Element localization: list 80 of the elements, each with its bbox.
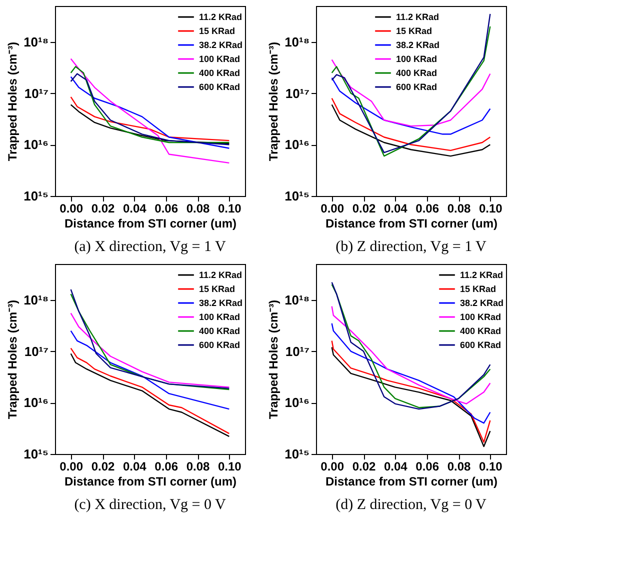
x-axis-title: Distance from STI corner (um) — [64, 216, 237, 230]
x-tick-label: 0.10 — [478, 460, 503, 474]
legend-label: 11.2 KRad — [396, 12, 440, 22]
y-axis-title: Trapped Holes (cm⁻³) — [266, 42, 281, 162]
x-axis-title: Distance from STI corner (um) — [64, 474, 237, 488]
legend-label: 100 KRad — [396, 54, 438, 64]
x-tick-label: 0.04 — [122, 460, 147, 474]
y-tick-label: 10¹⁷ — [24, 86, 48, 101]
legend-label: 15 KRad — [199, 284, 236, 294]
text: (d) Z direction, Vg = 0 V — [336, 497, 487, 513]
y-tick-label: 10¹⁵ — [24, 188, 48, 204]
x-tick-label: 0.08 — [186, 202, 210, 216]
y-tick-label: 10¹⁶ — [284, 137, 310, 152]
y-tick-label: 10¹⁵ — [284, 446, 310, 462]
line-series — [70, 96, 230, 142]
y-axis-title: Trapped Holes (cm⁻³) — [266, 300, 281, 420]
y-axis-title: Trapped Holes (cm⁻³) — [6, 300, 20, 420]
text: (b) Z direction, Vg = 1 V — [336, 239, 487, 255]
legend-label: 11.2 KRad — [199, 12, 242, 22]
line-series — [331, 77, 491, 135]
x-tick-label: 0.10 — [478, 202, 503, 216]
legend-label: 400 KRad — [460, 326, 502, 336]
legend-label: 38.2 KRad — [396, 40, 440, 50]
legend-label: 15 KRad — [460, 284, 496, 294]
legend-label: 38.2 KRad — [460, 298, 504, 308]
legend-label: 600 KRad — [199, 82, 240, 92]
x-tick-label: 0.10 — [218, 202, 242, 216]
x-tick-label: 0.02 — [91, 460, 115, 474]
x-tick-label: 0.00 — [320, 202, 344, 216]
legend-label: 400 KRad — [396, 68, 438, 78]
y-tick-label: 10¹⁷ — [285, 344, 310, 359]
x-tick-label: 0.04 — [122, 202, 147, 216]
y-tick-label: 10¹⁸ — [24, 34, 48, 50]
legend-label: 600 KRad — [460, 340, 502, 350]
y-tick-label: 10¹⁵ — [284, 188, 310, 204]
x-tick-label: 0.10 — [218, 460, 242, 474]
x-tick-label: 0.06 — [416, 460, 440, 474]
line-series — [331, 104, 491, 157]
y-tick-label: 10¹⁶ — [284, 395, 310, 410]
y-tick-label: 10¹⁵ — [24, 446, 48, 462]
x-tick-label: 0.02 — [91, 202, 115, 216]
y-tick-label: 10¹⁸ — [284, 34, 310, 50]
x-tick-label: 0.00 — [320, 460, 344, 474]
x-tick-label: 0.08 — [186, 460, 210, 474]
x-tick-label: 0.04 — [384, 202, 408, 216]
line-series — [331, 98, 491, 152]
legend-label: 400 KRad — [199, 68, 240, 78]
x-axis-title: Distance from STI corner (um) — [325, 474, 498, 488]
legend-label: 400 KRad — [199, 326, 240, 336]
legend-label: 600 KRad — [396, 82, 438, 92]
legend-label: 100 KRad — [199, 54, 240, 64]
y-axis-title: Trapped Holes (cm⁻³) — [6, 42, 20, 162]
x-tick-label: 0.00 — [60, 202, 84, 216]
text: (a) X direction, Vg = 1 V — [74, 239, 226, 255]
x-tick-label: 0.08 — [447, 202, 471, 216]
legend-label: 11.2 KRad — [460, 270, 504, 280]
x-tick-label: 0.04 — [384, 460, 408, 474]
legend-label: 600 KRad — [199, 340, 240, 350]
y-tick-label: 10¹⁸ — [24, 292, 48, 308]
y-tick-label: 10¹⁶ — [24, 395, 49, 410]
legend-label: 100 KRad — [460, 312, 502, 322]
y-tick-label: 10¹⁸ — [284, 292, 310, 308]
y-tick-label: 10¹⁶ — [24, 137, 49, 152]
x-tick-label: 0.06 — [154, 202, 178, 216]
x-tick-label: 0.06 — [416, 202, 440, 216]
legend-label: 15 KRad — [396, 26, 432, 36]
x-tick-label: 0.08 — [447, 460, 471, 474]
x-tick-label: 0.02 — [352, 460, 376, 474]
x-tick-label: 0.00 — [60, 460, 84, 474]
x-tick-label: 0.02 — [352, 202, 376, 216]
text: (c) X direction, Vg = 0 V — [74, 497, 226, 513]
y-tick-label: 10¹⁷ — [24, 344, 48, 359]
x-axis-title: Distance from STI corner (um) — [325, 216, 498, 230]
y-tick-label: 10¹⁷ — [285, 86, 310, 101]
legend-label: 38.2 KRad — [199, 40, 243, 50]
x-tick-label: 0.06 — [154, 460, 178, 474]
legend-label: 38.2 KRad — [199, 298, 243, 308]
legend-label: 100 KRad — [199, 312, 240, 322]
legend-label: 15 KRad — [199, 26, 236, 36]
legend-label: 11.2 KRad — [199, 270, 242, 280]
